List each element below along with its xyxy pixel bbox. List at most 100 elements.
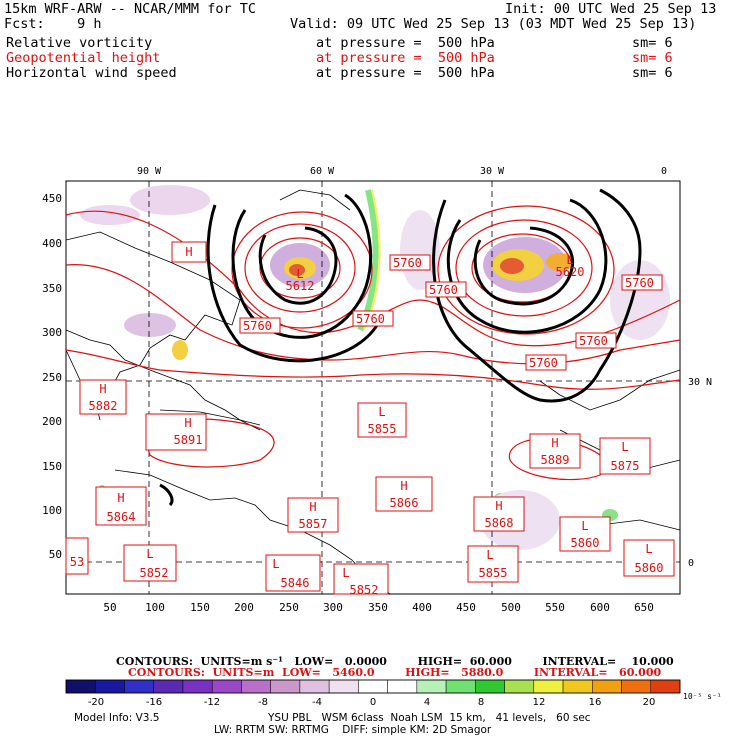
height-label: 5760 <box>393 256 422 270</box>
colorbar-cell <box>533 679 564 694</box>
colorbar-tick: 16 <box>589 697 602 708</box>
lon-label: 30 W <box>480 166 505 177</box>
height-label: 5760 <box>429 283 458 297</box>
center-type: H <box>400 479 407 493</box>
x-tick-label: 500 <box>501 601 521 614</box>
center-type: H <box>184 416 191 430</box>
lon-label: 0 <box>661 166 667 177</box>
colorbar-cell <box>358 679 388 694</box>
y-tick-label: 450 <box>42 192 62 205</box>
colorbar-tick: 8 <box>478 697 484 708</box>
colorbar-tick: -8 <box>258 697 268 708</box>
colorbar-cell <box>153 679 184 694</box>
center-type: H <box>185 245 192 259</box>
wind-contour-info: CONTOURS: UNITS=m s⁻¹ LOW= 0.0000 HIGH= … <box>116 655 674 668</box>
center-type: L <box>486 548 493 562</box>
colorbar-tick: -4 <box>312 697 322 708</box>
center-value: 5882 <box>89 399 118 413</box>
vorticity-shading <box>80 185 670 550</box>
colorbar-cell <box>241 679 271 694</box>
colorbar-tick: 12 <box>533 697 546 708</box>
field-smooth-vorticity: sm= 6 <box>632 35 673 51</box>
colorbar-cell <box>504 679 535 694</box>
colorbar-cell <box>65 679 96 694</box>
x-tick-label: 250 <box>279 601 299 614</box>
center-type: L <box>296 267 303 281</box>
colorbar-tick: -16 <box>146 697 162 708</box>
center-type: L <box>378 405 385 419</box>
pressure-centers: H L 5612 L 5620 H 5882 H 5891 L 5855 H 5… <box>65 241 675 597</box>
x-axis-ticks: 50 100 150 200 250 300 350 400 450 500 5… <box>103 601 654 614</box>
colorbar: -20 -16 -12 -8 -4 0 4 8 12 16 20 10⁻⁵ s⁻… <box>65 679 722 708</box>
colorbar-cell <box>328 679 359 694</box>
colorbar-tick: -20 <box>88 697 104 708</box>
field-level-vorticity: at pressure = 500 hPa <box>316 35 495 51</box>
center-type: L <box>566 253 573 267</box>
field-name-wind: Horizontal wind speed <box>6 65 177 81</box>
colorbar-cell <box>299 679 330 694</box>
y-tick-label: 400 <box>42 237 62 250</box>
center-type: L <box>645 542 652 556</box>
colorbar-cell <box>124 679 154 694</box>
height-contour-labels: 5760 5760 5760 5760 5760 5760 5760 <box>239 254 663 371</box>
colorbar-units: 10⁻⁵ s⁻¹ <box>683 692 722 701</box>
colorbar-cell <box>562 679 593 694</box>
colorbar-cell <box>592 679 622 694</box>
height-label: 5760 <box>625 276 654 290</box>
y-tick-label: 350 <box>42 282 62 295</box>
colorbar-cell <box>416 679 447 694</box>
colorbar-cell <box>445 679 476 694</box>
center-type: H <box>99 382 106 396</box>
y-tick-label: 300 <box>42 326 62 339</box>
init-time: Init: 00 UTC Wed 25 Sep 13 <box>505 1 717 17</box>
colorbar-cell <box>621 679 652 694</box>
colorbar-tick: -12 <box>204 697 220 708</box>
valid-time: Valid: 09 UTC Wed 25 Sep 13 (03 MDT Wed … <box>290 16 697 32</box>
y-axis-ticks: 450 400 350 300 250 200 150 100 50 <box>42 192 62 561</box>
model-title: 15km WRF-ARW -- NCAR/MMM for TC <box>4 1 256 17</box>
colorbar-cell <box>270 679 301 694</box>
lon-label: 60 W <box>310 166 335 177</box>
x-tick-label: 650 <box>634 601 654 614</box>
x-tick-label: 200 <box>234 601 254 614</box>
height-label: 5760 <box>356 312 385 326</box>
center-type: L <box>342 566 349 580</box>
x-tick-label: 600 <box>590 601 610 614</box>
center-value: 5891 <box>174 433 203 447</box>
center-value: 5852 <box>350 583 379 597</box>
colorbar-tick: 4 <box>424 697 430 708</box>
y-tick-label: 100 <box>42 504 62 517</box>
center-type: L <box>146 547 153 561</box>
height-contour-info: CONTOURS: UNITS=m LOW= 5460.0 HIGH= 5880… <box>128 666 662 679</box>
colorbar-cell <box>182 679 213 694</box>
physics-line-1: YSU PBL WSM 6class Noah LSM 15 km, 41 le… <box>268 712 591 724</box>
y-tick-label: 250 <box>42 371 62 384</box>
center-value: 5857 <box>299 517 328 531</box>
field-name-vorticity: Relative vorticity <box>6 35 153 51</box>
field-smooth-height: sm= 6 <box>632 50 673 66</box>
center-value: 5620 <box>556 265 585 279</box>
center-value: 53 <box>70 555 84 569</box>
y-tick-label: 200 <box>42 415 62 428</box>
field-level-height: at pressure = 500 hPa <box>316 50 495 66</box>
center-type: H <box>309 500 316 514</box>
lat-label: 0 <box>688 558 694 569</box>
center-value: 5868 <box>485 516 514 530</box>
model-info: Model Info: V3.5 <box>74 712 160 724</box>
latitude-labels: 30 N 0 <box>688 377 712 569</box>
physics-line-2: LW: RRTM SW: RRTMG DIFF: simple KM: 2D S… <box>214 724 492 736</box>
center-value: 5855 <box>479 566 508 580</box>
x-tick-label: 450 <box>456 601 476 614</box>
field-level-wind: at pressure = 500 hPa <box>316 65 495 81</box>
center-type: H <box>117 491 124 505</box>
colorbar-cell <box>475 679 505 694</box>
x-tick-label: 100 <box>145 601 165 614</box>
center-type: L <box>621 440 628 454</box>
lon-label: 90 W <box>137 166 162 177</box>
longitude-labels: 90 W 60 W 30 W 0 <box>137 166 667 177</box>
colorbar-tick: 0 <box>370 697 376 708</box>
center-value: 5860 <box>635 561 664 575</box>
x-tick-label: 350 <box>368 601 388 614</box>
forecast-hour: Fcst: 9 h <box>4 16 102 32</box>
